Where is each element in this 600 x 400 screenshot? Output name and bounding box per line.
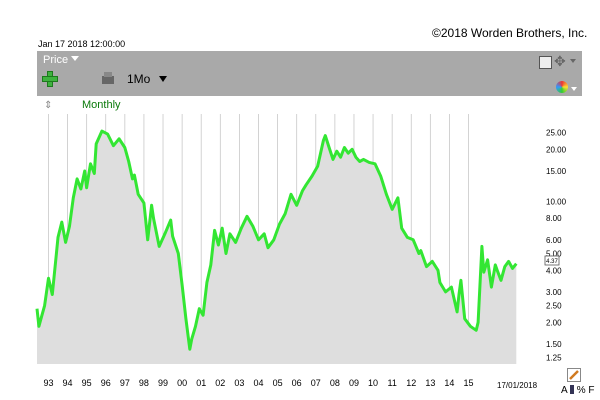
bottom-controls: A % F <box>561 385 594 396</box>
plus-icon[interactable] <box>42 71 58 87</box>
y-tick-label: 10.00 <box>546 197 567 206</box>
period-selector-label[interactable]: 1Mo <box>127 72 151 86</box>
auto-scale-toggle[interactable]: A <box>561 385 568 396</box>
y-tick-label: 15.00 <box>546 167 567 176</box>
price-area <box>37 131 517 364</box>
x-tick-label: 12 <box>406 378 416 388</box>
x-tick-label: 10 <box>368 378 378 388</box>
y-tick-label: 1.50 <box>546 340 562 349</box>
x-tick-label: 06 <box>292 378 302 388</box>
x-tick-label: 15 <box>464 378 474 388</box>
y-tick-label: 2.00 <box>546 318 562 327</box>
color-wheel-icon[interactable] <box>556 81 568 93</box>
x-tick-label: 04 <box>253 378 263 388</box>
move-caret-icon <box>570 59 576 63</box>
x-tick-label: 03 <box>234 378 244 388</box>
last-value-badge-text: 4.37 <box>546 259 558 265</box>
y-axis-ticks: 25.00 20.00 15.00 10.00 8.00 6.00 5.00 4.00 3.00… <box>546 129 567 363</box>
save-icon[interactable] <box>539 56 552 69</box>
price-line <box>35 129 518 351</box>
x-tick-label: 11 <box>387 378 396 388</box>
chart-toolbar: Price 1Mo ✥ <box>37 51 582 96</box>
price-menu[interactable]: Price <box>43 54 80 66</box>
y-tick-label: 20.00 <box>546 145 567 154</box>
x-tick-label: 97 <box>120 378 130 388</box>
scale-bar-icon[interactable] <box>569 385 574 394</box>
x-tick-label: 98 <box>139 378 149 388</box>
percent-scale-toggle[interactable]: % <box>576 385 586 396</box>
x-tick-label: 13 <box>425 378 435 388</box>
chart-timestamp: Jan 17 2018 12:00:00 <box>38 39 126 49</box>
x-tick-label: 95 <box>82 378 92 388</box>
last-value-badge <box>544 255 560 266</box>
x-tick-label: 09 <box>349 378 359 388</box>
x-tick-label: 93 <box>43 378 53 388</box>
y-tick-label: 1.25 <box>546 354 562 363</box>
move-icon[interactable]: ✥ <box>554 53 566 69</box>
resize-updown-icon[interactable]: ⇕ <box>44 100 53 111</box>
end-date-label: 17/01/2018 <box>497 381 538 390</box>
x-tick-label: 01 <box>196 378 206 388</box>
copyright-notice: ©2018 Worden Brothers, Inc. <box>432 26 588 40</box>
x-tick-label: 05 <box>273 378 283 388</box>
x-tick-label: 08 <box>330 378 340 388</box>
y-tick-label: 8.00 <box>546 214 562 223</box>
x-tick-label: 02 <box>215 378 225 388</box>
chevron-down-icon <box>71 56 80 61</box>
x-tick-label: 14 <box>444 378 454 388</box>
period-dropdown-caret[interactable] <box>159 76 167 82</box>
x-axis-ticks: 93 94 95 96 97 98 99 00 01 02 03 04 05 06 07 08 09 10 11 12… <box>43 378 473 388</box>
price-menu-label: Price <box>43 54 69 66</box>
frequency-label: Monthly <box>82 99 121 111</box>
y-tick-label: 4.00 <box>546 266 562 275</box>
fixed-scale-toggle[interactable]: F <box>588 385 595 396</box>
y-tick-label: 5.00 <box>546 250 562 259</box>
x-tick-label: 07 <box>311 378 321 388</box>
x-tick-label: 94 <box>63 378 73 388</box>
x-tick-label: 96 <box>101 378 111 388</box>
x-tick-label: 99 <box>158 378 168 388</box>
y-tick-label: 3.00 <box>546 288 562 297</box>
y-tick-label: 25.00 <box>546 129 567 138</box>
x-tick-label: 00 <box>177 378 187 388</box>
period-icon <box>102 72 114 84</box>
y-tick-label: 6.00 <box>546 236 562 245</box>
y-tick-label: 2.50 <box>546 302 562 311</box>
pencil-icon[interactable] <box>567 368 581 382</box>
color-caret-icon <box>571 87 577 91</box>
